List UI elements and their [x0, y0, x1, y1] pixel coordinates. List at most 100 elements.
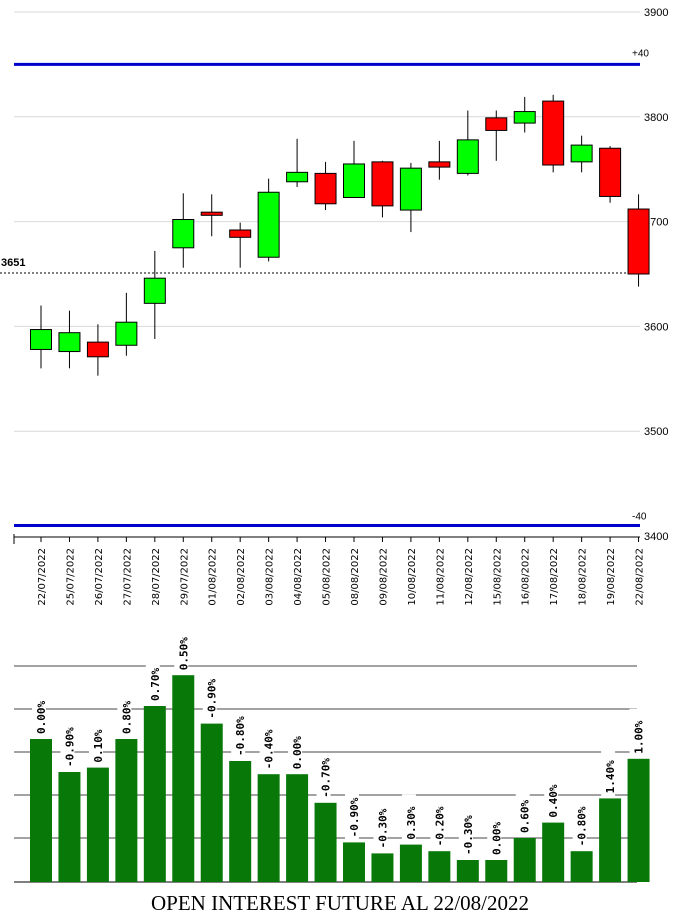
- date-label: 16/08/2022: [521, 548, 532, 606]
- date-label: 26/07/2022: [94, 548, 105, 606]
- bar-label-background: [629, 708, 644, 757]
- bar-label-background: [345, 792, 359, 841]
- candle: [30, 305, 52, 369]
- date-label: 28/07/2022: [151, 548, 162, 606]
- bar-label-background: [174, 625, 189, 674]
- bar-value-label: 0.00%: [490, 822, 503, 855]
- date-label: 01/08/2022: [208, 548, 219, 606]
- open-interest-bar: [627, 758, 650, 882]
- candle-body-down: [229, 229, 252, 238]
- bar-value-label: -0.80%: [234, 716, 247, 756]
- candle: [343, 140, 365, 198]
- price-tick-label: 3600: [644, 321, 668, 333]
- open-interest-bar: [513, 838, 536, 882]
- bar-label-background: [145, 656, 160, 704]
- candle: [143, 250, 166, 339]
- bar-value-label: -0.90%: [206, 678, 219, 718]
- bar-value-label: 0.00%: [291, 736, 304, 769]
- bar-value-label: -0.90%: [348, 797, 361, 837]
- open-interest-bar: [58, 772, 81, 882]
- bar-label-background: [231, 711, 246, 759]
- bar-label-background: [373, 803, 388, 852]
- date-label: 29/07/2022: [179, 548, 190, 606]
- bar-value-label: -0.70%: [320, 758, 333, 798]
- date-label: 22/08/2022: [635, 548, 646, 606]
- bar-value-label: -0.80%: [576, 806, 589, 846]
- candle-body-down: [86, 341, 109, 358]
- price-tick-label: 3700: [644, 217, 668, 229]
- candle: [456, 110, 479, 176]
- candle: [200, 194, 223, 237]
- chart-title: OPEN INTEREST FUTURE AL 22/08/2022: [151, 891, 529, 915]
- date-label: 19/08/2022: [606, 548, 617, 606]
- bar-value-label: -0.30%: [462, 815, 475, 855]
- bar-label-background: [288, 724, 303, 773]
- date-axis: 22/07/2022 25/07/2022 26/07/2022 27/07/2022…: [13, 534, 646, 606]
- bar-value-label: 0.10%: [92, 729, 105, 762]
- candle: [542, 94, 565, 173]
- bar-value-label: 0.50%: [177, 637, 190, 670]
- open-interest-bar: [570, 851, 593, 882]
- bar-value-label: 0.00%: [35, 701, 48, 734]
- candle-body-up: [513, 111, 536, 124]
- candles: [30, 94, 650, 376]
- candle: [399, 162, 422, 233]
- bar-value-label: -0.90%: [63, 727, 76, 767]
- date-label: 22/07/2022: [37, 548, 48, 606]
- candle: [485, 110, 508, 161]
- price-tick-label: 3400: [644, 531, 668, 543]
- open-interest-bar: [371, 853, 394, 882]
- bars: [30, 675, 650, 882]
- candle: [257, 178, 280, 262]
- open-interest-bar: [86, 767, 109, 882]
- open-interest-bar: [30, 739, 52, 882]
- bar-value-label: -0.40%: [263, 729, 276, 769]
- candle: [627, 194, 650, 287]
- bar-label-background: [601, 748, 616, 797]
- candle-body-up: [143, 277, 166, 304]
- candle-body-up: [399, 167, 422, 211]
- candle-body-down: [200, 211, 223, 216]
- date-label: 25/07/2022: [65, 548, 76, 606]
- open-interest-bar: [229, 761, 252, 882]
- bar-value-label: 0.70%: [149, 668, 162, 701]
- bar-label-background: [259, 724, 274, 773]
- candle: [172, 193, 195, 268]
- date-label: 18/08/2022: [578, 548, 589, 606]
- band-lines: +40 -40: [14, 48, 649, 528]
- open-interest-bar: [172, 675, 195, 882]
- bar-label-background: [458, 810, 473, 858]
- open-interest-bar: [428, 851, 451, 882]
- bar-value-label: 1.40%: [604, 760, 617, 793]
- bar-label-background: [117, 689, 132, 737]
- date-label: 05/08/2022: [322, 548, 333, 606]
- candle-body-up: [257, 191, 280, 258]
- candle: [599, 146, 622, 203]
- bar-label-background: [515, 788, 530, 836]
- open-interest-bar: [599, 798, 622, 882]
- bar-label-background: [487, 810, 502, 858]
- bar-label-background: [32, 689, 46, 737]
- reference-value-label: 3651: [1, 257, 25, 269]
- bar-value-label: 1.00%: [633, 720, 646, 753]
- bar-labels: 0.00% -0.90% 0.10% 0.80% 0.70% 0.50% -0.90% -0.…: [32, 625, 646, 858]
- candle: [428, 140, 451, 180]
- open-interest-bar: [542, 822, 565, 882]
- candle-body-up: [456, 139, 479, 174]
- open-interest-bar: [200, 723, 223, 882]
- open-interest-bar: [115, 739, 138, 882]
- candle: [513, 96, 536, 133]
- reference-line: 3651: [0, 257, 640, 274]
- bar-label-background: [572, 801, 587, 850]
- open-interest-bar: [343, 842, 365, 882]
- date-label: 08/08/2022: [350, 548, 361, 606]
- bar-label-background: [202, 673, 217, 722]
- open-interest-bar: [143, 706, 166, 882]
- candle-body-up: [30, 329, 52, 350]
- open-interest-bar: [485, 860, 508, 882]
- candle: [286, 138, 309, 188]
- lower-band-label: -40: [632, 512, 647, 523]
- candle: [86, 324, 109, 376]
- candle-body-down: [428, 161, 451, 168]
